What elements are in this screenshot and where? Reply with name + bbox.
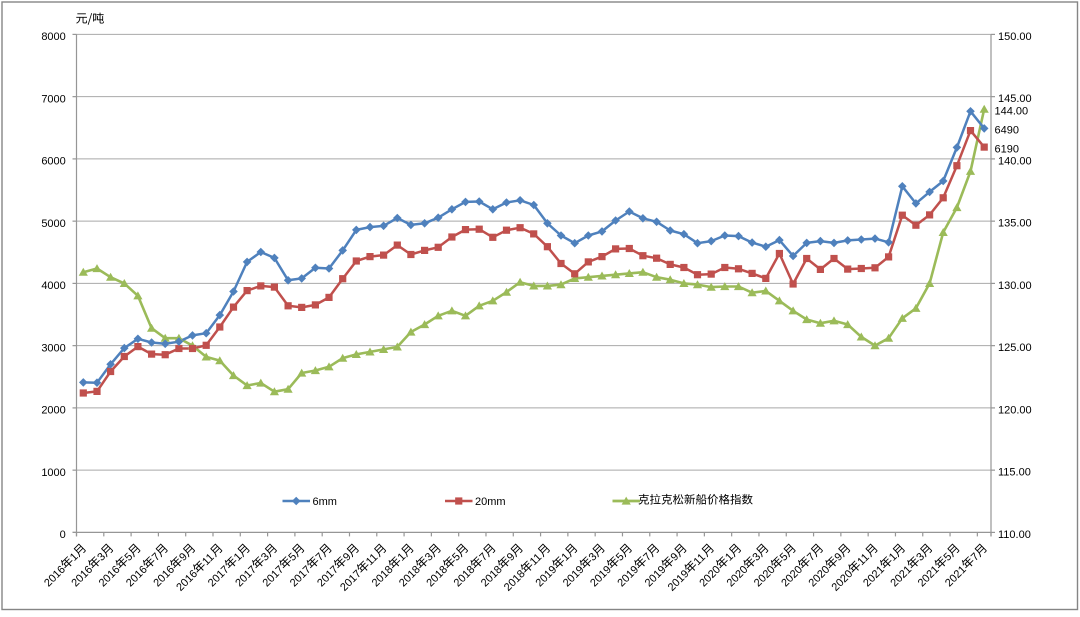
svg-text:120.00: 120.00 bbox=[998, 404, 1032, 416]
svg-text:150.00: 150.00 bbox=[998, 31, 1032, 43]
svg-text:8000: 8000 bbox=[41, 31, 65, 43]
svg-text:7000: 7000 bbox=[41, 93, 65, 105]
svg-text:125.00: 125.00 bbox=[998, 342, 1032, 354]
svg-text:2000: 2000 bbox=[41, 405, 65, 417]
svg-text:144.00: 144.00 bbox=[995, 105, 1029, 117]
svg-text:5000: 5000 bbox=[41, 218, 65, 230]
svg-text:20mm: 20mm bbox=[475, 496, 506, 508]
svg-text:145.00: 145.00 bbox=[998, 93, 1032, 105]
svg-text:0: 0 bbox=[60, 529, 66, 541]
svg-text:6190: 6190 bbox=[995, 143, 1019, 155]
svg-text:6490: 6490 bbox=[995, 125, 1019, 137]
svg-text:135.00: 135.00 bbox=[998, 218, 1032, 230]
svg-text:4000: 4000 bbox=[41, 280, 65, 292]
svg-text:6mm: 6mm bbox=[313, 496, 337, 508]
svg-text:3000: 3000 bbox=[41, 342, 65, 354]
svg-text:115.00: 115.00 bbox=[998, 467, 1031, 479]
svg-text:130.00: 130.00 bbox=[998, 280, 1032, 292]
svg-text:140.00: 140.00 bbox=[998, 155, 1032, 167]
svg-text:110.00: 110.00 bbox=[998, 529, 1031, 541]
svg-text:6000: 6000 bbox=[41, 156, 65, 168]
svg-text:1000: 1000 bbox=[41, 467, 65, 479]
